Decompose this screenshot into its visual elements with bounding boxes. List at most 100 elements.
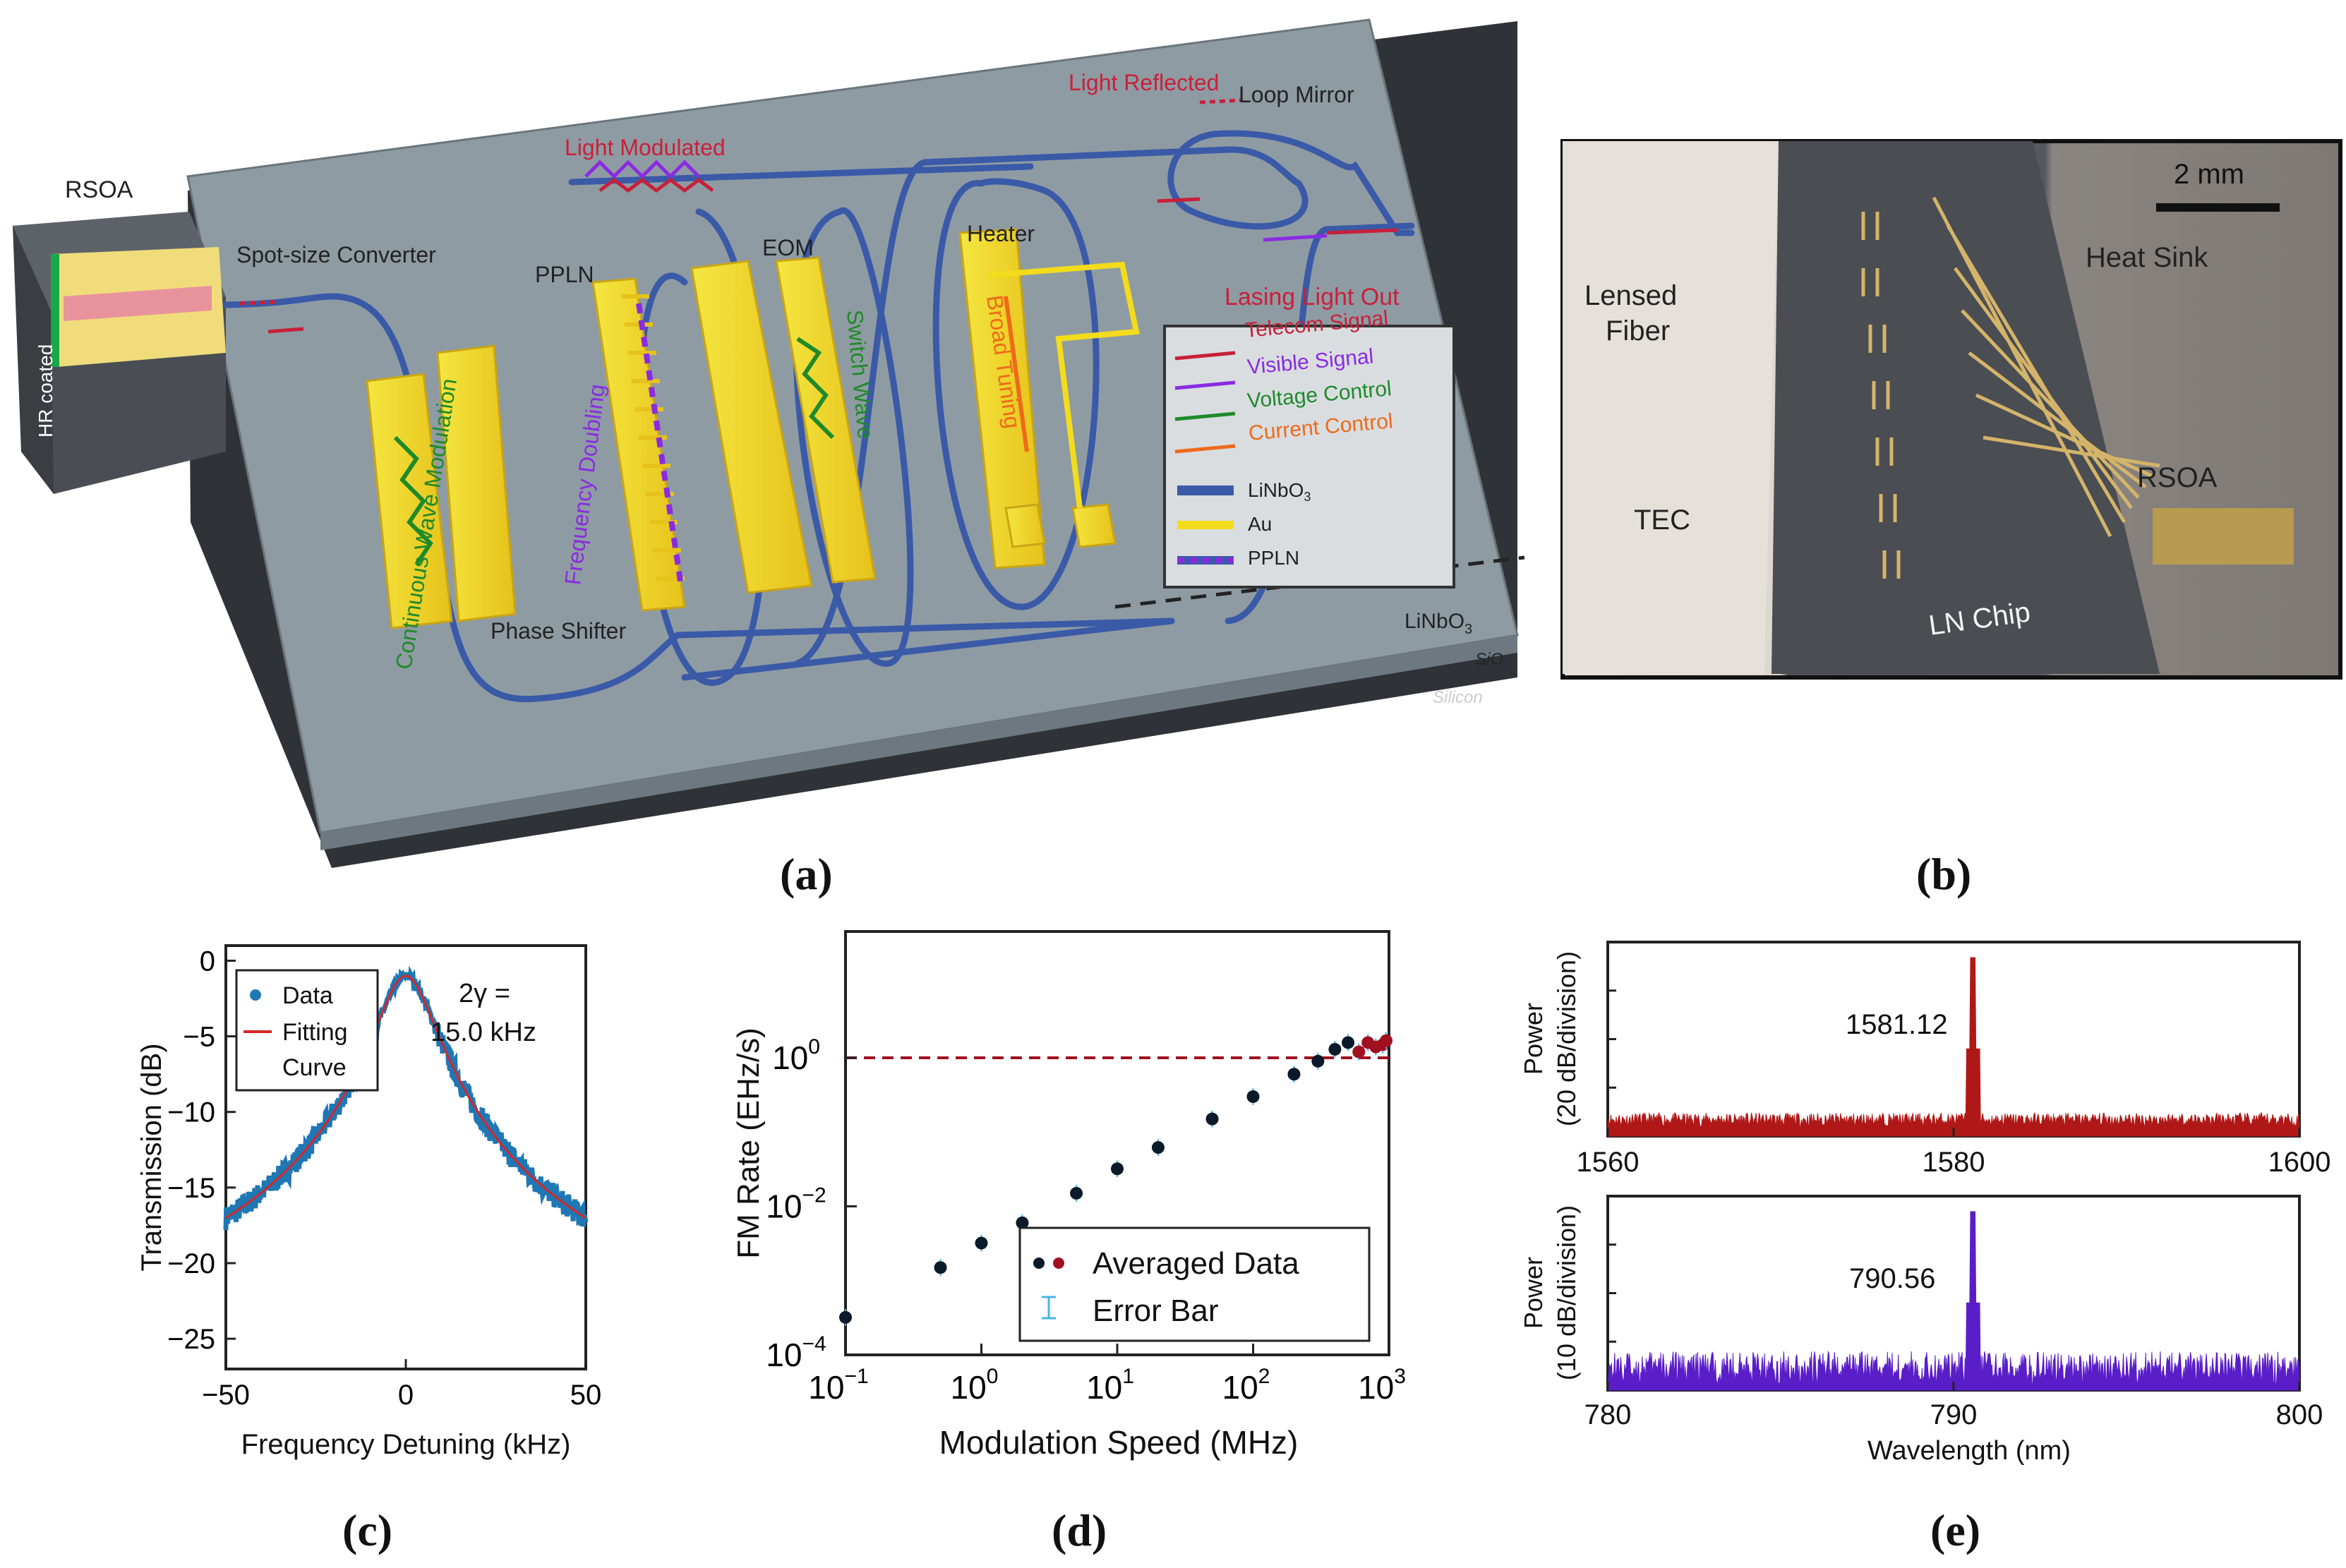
label-e: (e) xyxy=(1930,1505,1980,1555)
e-bottom-xtick-0: 780 xyxy=(1584,1399,1632,1430)
chip-electrodes xyxy=(1861,196,2160,579)
d-point xyxy=(1311,1054,1325,1068)
e-bottom-marks xyxy=(1606,1211,2301,1391)
e-bottom-xtick-2: 800 xyxy=(2276,1399,2323,1430)
c-annot-2: 15.0 kHz xyxy=(431,1018,536,1047)
sio2-edge xyxy=(320,635,1517,850)
d-point xyxy=(1151,1141,1165,1154)
d-point xyxy=(1111,1162,1124,1176)
d-ytick-label: 10−2 xyxy=(766,1183,826,1224)
c-ytick-label: −5 xyxy=(183,1022,215,1053)
d-xtick-label: 103 xyxy=(1358,1365,1406,1406)
legend-au: Au xyxy=(1248,513,1272,535)
e-top-xtick-1: 1580 xyxy=(1923,1147,1985,1178)
panel-c: −50 0 50 0 −5 −10 −15 −20 −25 Data Fitting Curve… xyxy=(136,944,601,1555)
label-b: (b) xyxy=(1916,849,1971,899)
c-xtick-label: −50 xyxy=(202,1380,250,1411)
e-top-ylabel-2: (20 dB/division) xyxy=(1552,951,1581,1126)
ppln-label: PPLN xyxy=(535,262,594,287)
c-xtick-label: 0 xyxy=(398,1380,414,1411)
d-ytick-label: 100 xyxy=(772,1035,820,1076)
scale-bar xyxy=(2156,203,2280,212)
e-spectrum-1 xyxy=(1607,1211,2300,1391)
hr-coated-label: HR coated xyxy=(35,344,56,438)
d-point xyxy=(1287,1068,1301,1081)
legend-linbo3: LiNbO3 xyxy=(1248,479,1311,504)
label-d: (d) xyxy=(1052,1505,1107,1555)
panel-e: 1581.12 790.56 Power (20 dB/division) Po… xyxy=(1519,941,2331,1555)
d-point xyxy=(975,1236,988,1250)
c-ytick-label: −25 xyxy=(167,1324,215,1355)
electrodes xyxy=(366,228,1117,629)
c-ytick-label: −20 xyxy=(167,1248,215,1279)
d-xtick-label: 10−1 xyxy=(808,1365,868,1406)
c-ytick-label: 0 xyxy=(200,946,215,977)
d-point xyxy=(1016,1216,1029,1229)
c-legend-curve: Curve xyxy=(282,1054,347,1081)
d-marks xyxy=(839,1032,1392,1326)
d-point xyxy=(839,1310,852,1324)
legend-ppln: PPLN xyxy=(1248,547,1299,569)
broad-tuning-arrow xyxy=(1004,296,1029,452)
tec-label: TEC xyxy=(1634,505,1690,536)
label-c: (c) xyxy=(342,1505,392,1555)
e-top-peak-label: 1581.12 xyxy=(1846,1009,1948,1040)
d-point xyxy=(934,1261,947,1274)
spot-size-label: Spot-size Converter xyxy=(236,242,436,267)
d-ytick-label: 10−4 xyxy=(766,1332,826,1373)
heater-label: Heater xyxy=(967,221,1035,246)
heat-sink-label: Heat Sink xyxy=(2086,242,2208,273)
lensed-label-2: Fiber xyxy=(1606,315,1670,346)
d-point xyxy=(1352,1045,1366,1059)
e-bottom-xtick-1: 790 xyxy=(1930,1399,1978,1430)
label-a: (a) xyxy=(780,849,833,899)
rsoa-block xyxy=(13,212,226,494)
e-top-ylabel-1: Power xyxy=(1519,1003,1548,1075)
switch-wave-arrow xyxy=(796,337,835,440)
c-ticks: −50 0 50 0 −5 −10 −15 −20 −25 xyxy=(167,946,601,1411)
tec-region xyxy=(1563,141,1779,674)
panel-b: 2 mm Lensed Fiber Heat Sink TEC RSOA LN … xyxy=(1560,139,2342,899)
phase-shifter-label: Phase Shifter xyxy=(491,618,626,644)
eom-label: EOM xyxy=(762,235,814,260)
light-reflected-label: Light Reflected xyxy=(1069,70,1219,95)
ppln-dashes xyxy=(636,303,684,586)
c-ytick-label: −15 xyxy=(167,1173,215,1204)
e-top-marks xyxy=(1606,957,2301,1137)
ln-chip-dark xyxy=(1771,141,2160,674)
cw-wave-arrow xyxy=(393,435,433,566)
c-legend: Data Fitting Curve xyxy=(235,969,379,1092)
c-data-series xyxy=(223,965,589,1230)
d-point xyxy=(1328,1042,1342,1056)
d-xtick-label: 102 xyxy=(1222,1365,1270,1406)
c-ytick-label: −10 xyxy=(167,1097,215,1128)
c-fit-curve xyxy=(225,975,586,1219)
d-point xyxy=(1380,1034,1392,1047)
e-spectrum-0 xyxy=(1607,957,2300,1137)
ppln-comb xyxy=(621,294,685,581)
d-xtick-label: 101 xyxy=(1086,1365,1134,1406)
e-top-xtick-2: 1600 xyxy=(2268,1147,2331,1178)
signal-arrows xyxy=(239,98,1398,334)
panel-d: 10−1 100 101 102 103 10−4 10−2 100 Averaged Dat… xyxy=(731,930,1406,1555)
lasing-out-label: Lasing Light Out xyxy=(1225,284,1400,310)
c-annot-1: 2γ = xyxy=(459,979,510,1008)
d-point xyxy=(1246,1090,1260,1103)
c-legend-data: Data xyxy=(282,982,333,1009)
d-legend-averaged: Averaged Data xyxy=(1093,1246,1299,1281)
e-bottom-ylabel-2: (10 dB/division) xyxy=(1552,1205,1581,1380)
panel-a: RSOA HR coated Spot-size Converter PPLN … xyxy=(13,18,1525,899)
e-bottom-box xyxy=(1606,1195,2301,1392)
d-ticks: 10−1 100 101 102 103 10−4 10−2 100 xyxy=(766,1035,1406,1406)
loop-mirror-label: Loop Mirror xyxy=(1239,82,1354,107)
scale-label: 2 mm xyxy=(2174,159,2244,190)
d-xlabel: Modulation Speed (MHz) xyxy=(939,1424,1299,1461)
d-point xyxy=(1205,1112,1219,1126)
e-bottom-peak-label: 790.56 xyxy=(1849,1263,1935,1294)
d-point xyxy=(1342,1036,1355,1049)
e-xlabel: Wavelength (nm) xyxy=(1867,1436,2071,1466)
rsoa-photo-label: RSOA xyxy=(2137,462,2218,493)
c-xlabel: Frequency Detuning (kHz) xyxy=(241,1429,571,1460)
d-legend: Averaged Data Error Bar xyxy=(1018,1226,1371,1342)
d-xtick-label: 100 xyxy=(951,1365,999,1406)
